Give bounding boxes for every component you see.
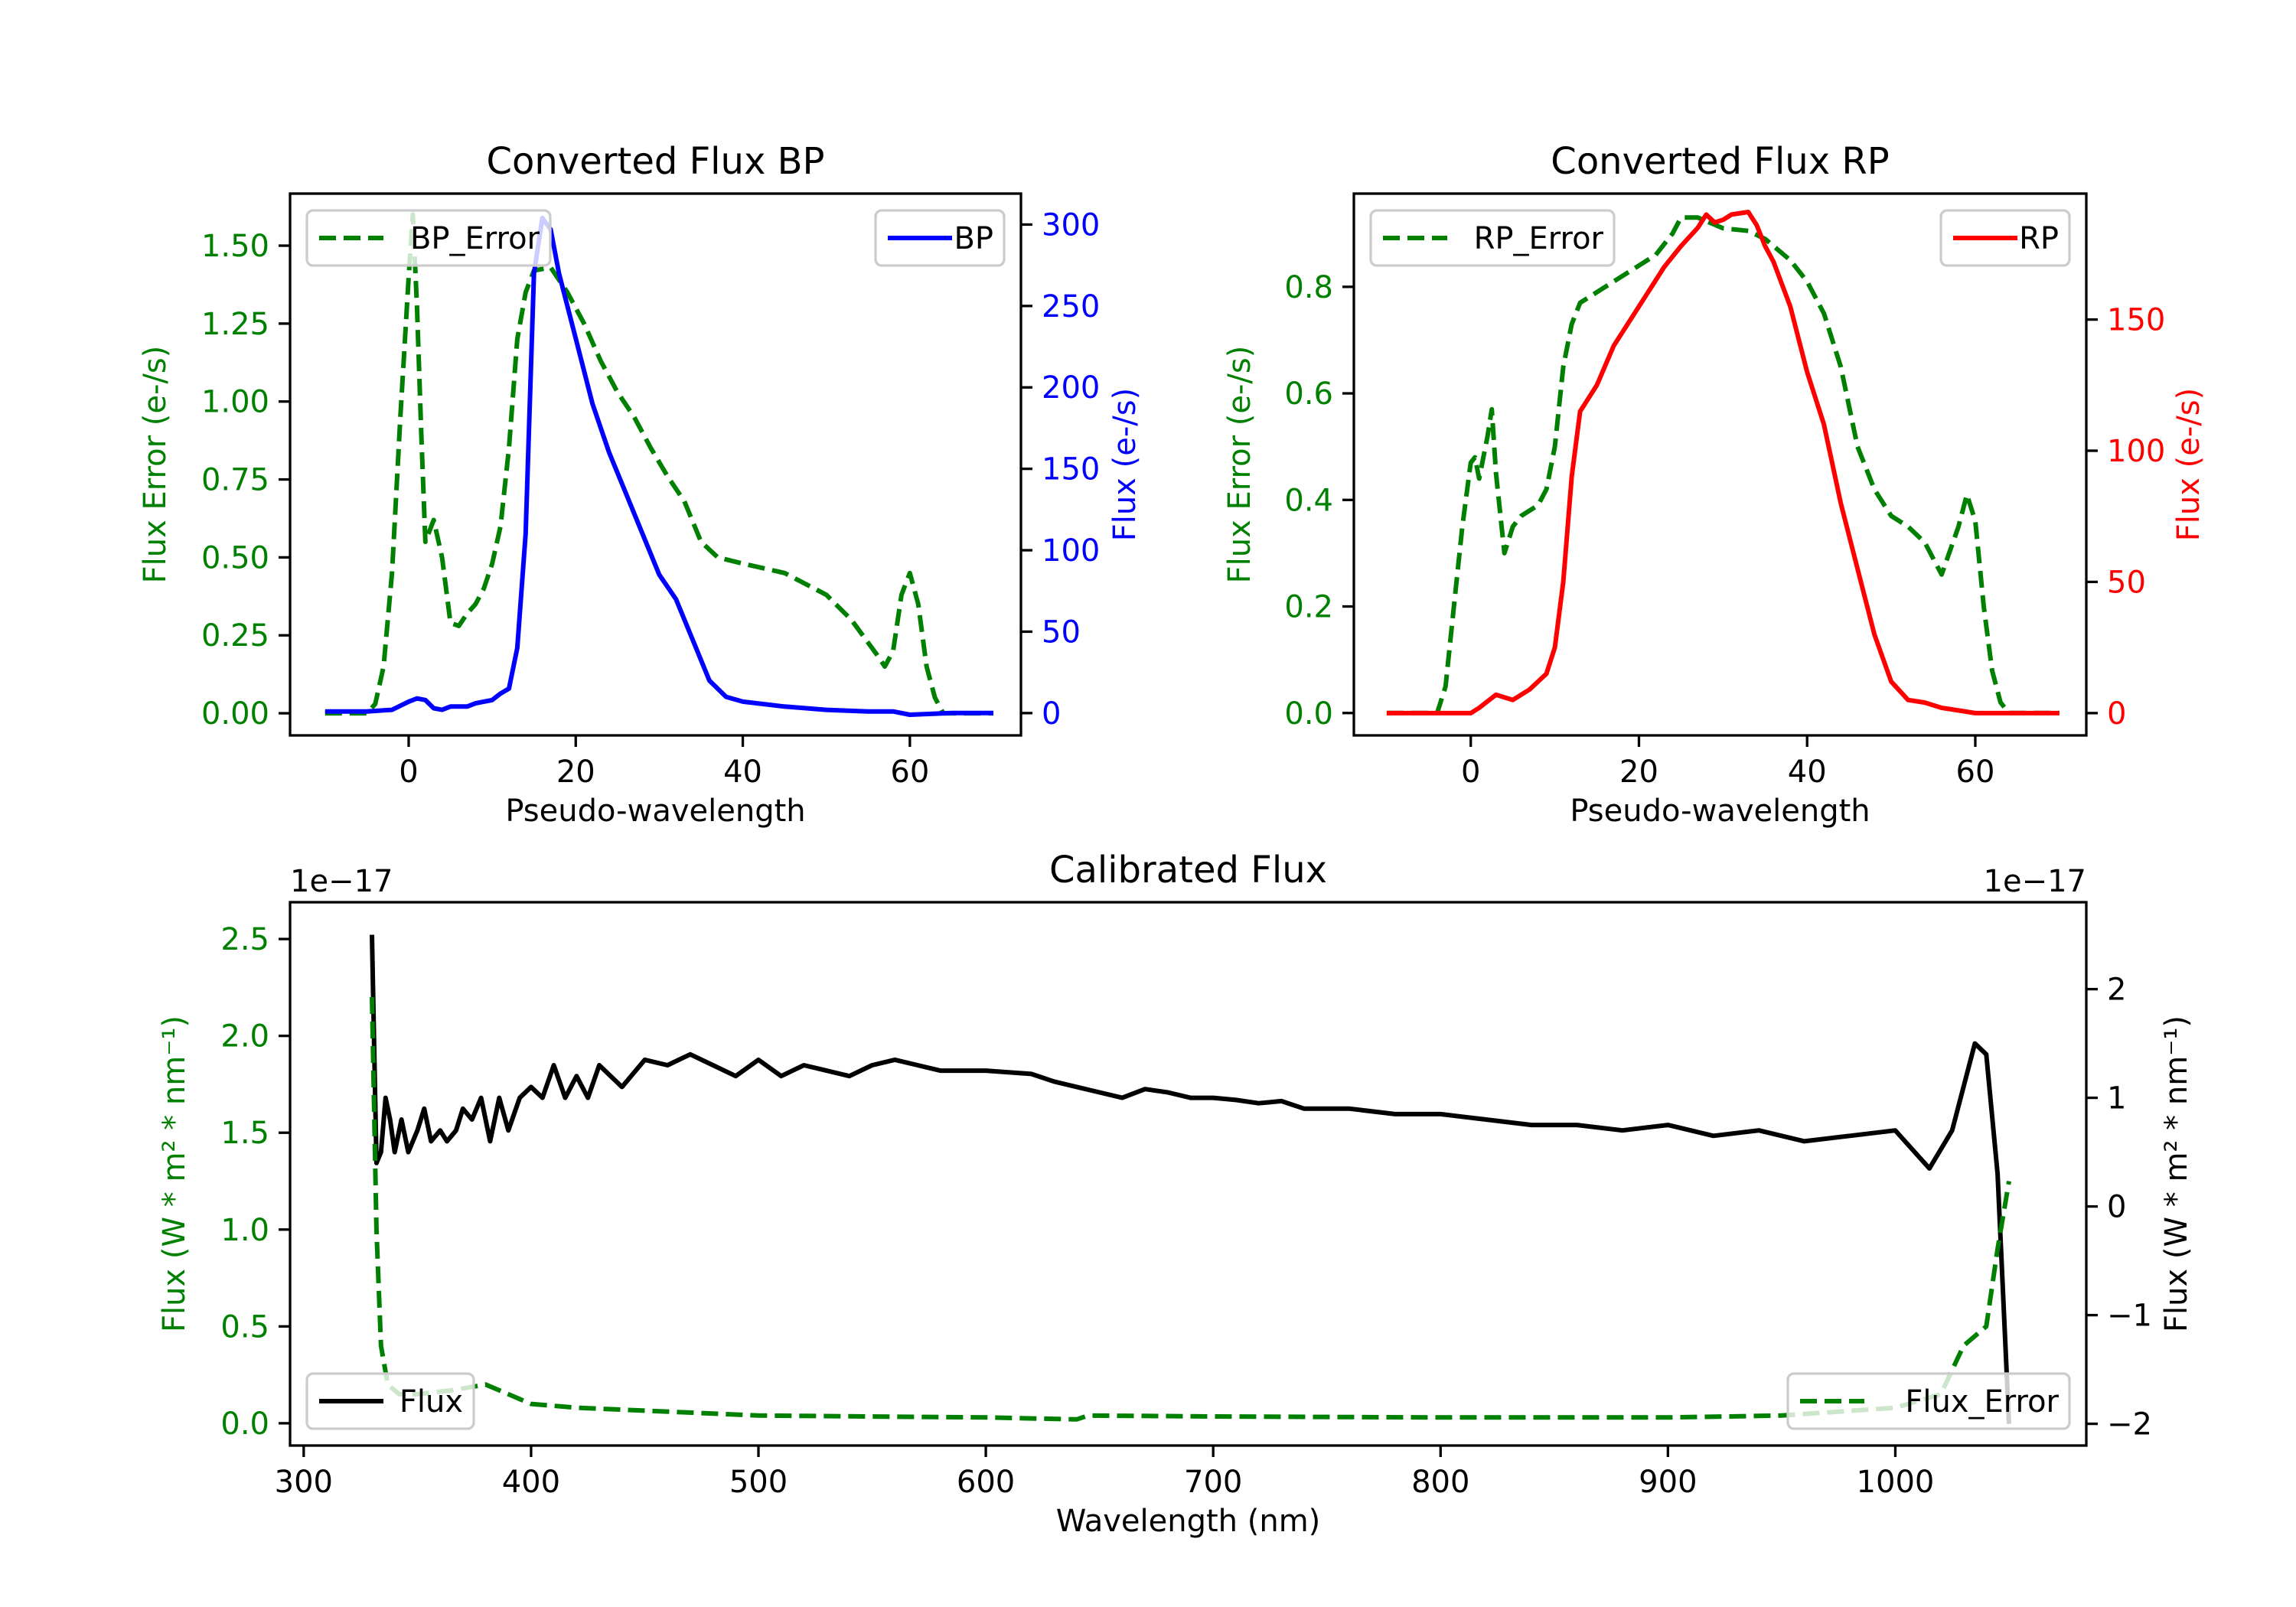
right-y-tick-label: 1 [2107, 1081, 2126, 1116]
legend-frame [1786, 1372, 2071, 1430]
legend-label: Flux_Error [1905, 1384, 2059, 1420]
x-tick-label: 0 [399, 755, 418, 790]
x-tick-label: 60 [890, 755, 929, 790]
left-y-tick-label: 0.8 [1284, 270, 1333, 305]
chart-title: Converted Flux BP [487, 140, 825, 183]
right-y-tick-label: 300 [1042, 207, 1100, 243]
right-y-tick-label: 100 [2107, 434, 2165, 469]
right-y-tick-label: 100 [1042, 533, 1100, 569]
right-y-tick-label: −1 [2107, 1299, 2152, 1334]
x-tick-label: 600 [957, 1465, 1015, 1500]
left-y-tick-label: 0.4 [1284, 483, 1333, 518]
left-y-tick-label: 0.5 [220, 1309, 269, 1345]
left-y-tick-label: 1.00 [201, 385, 269, 420]
x-tick-label: 500 [729, 1465, 788, 1500]
chart-title: Calibrated Flux [1049, 849, 1327, 892]
left-y-tick-label: 0.75 [201, 463, 269, 498]
left-y-tick-label: 0.6 [1284, 376, 1333, 412]
x-tick-label: 300 [275, 1465, 333, 1500]
legend-frame [305, 209, 552, 267]
right-y-tick-label: 0 [1042, 696, 1061, 732]
right-y-tick-label: 0 [2107, 696, 2126, 732]
x-tick-label: 700 [1184, 1465, 1242, 1500]
axes-frame [1352, 192, 2088, 737]
x-tick-label: 900 [1639, 1465, 1697, 1500]
x-tick-label: 60 [1956, 755, 1995, 790]
x-axis-label: Wavelength (nm) [1056, 1504, 1321, 1539]
left-y-tick-label: 0.2 [1284, 590, 1333, 625]
left-y-tick-label: 1.25 [201, 307, 269, 342]
legend-bp_error: BP_Error [305, 209, 552, 267]
right-y-axis-label: Flux (W * m² * nm⁻¹) [2159, 1015, 2194, 1332]
left-y-tick-label: 0.50 [201, 540, 269, 575]
series-line-bp_error [325, 212, 993, 716]
right-y-tick-label: 50 [1042, 614, 1081, 650]
right-y-tick-label: 50 [2107, 565, 2146, 600]
chart-1: 0 20 40 60 Pseudo-wavelength Converted Flux B… [138, 140, 1143, 829]
right-y-tick-label: 250 [1042, 289, 1100, 324]
x-tick-label: 0 [1461, 755, 1480, 790]
x-tick-label: 1000 [1857, 1465, 1935, 1500]
right-y-tick-label: 150 [1042, 452, 1100, 487]
right-y-tick-label: 150 [2107, 303, 2165, 338]
right-y-axis-label: Flux (e-/s) [2171, 388, 2206, 541]
legend-label: RP [2019, 221, 2059, 256]
x-tick-label: 800 [1411, 1465, 1469, 1500]
chart-2: 0 20 40 60 Pseudo-wavelength Converted Flux R… [1222, 140, 2206, 829]
legend-label: BP [954, 221, 993, 256]
left-y-tick-label: 1.50 [201, 229, 269, 264]
x-axis-label: Pseudo-wavelength [1570, 794, 1870, 829]
x-tick-label: 40 [723, 755, 762, 790]
right-y-axis-label: Flux (e-/s) [1107, 388, 1143, 541]
series-line-flux [370, 934, 2011, 1424]
left-y-tick-label: 0.00 [201, 696, 269, 732]
right-y-tick-label: −2 [2107, 1407, 2152, 1442]
x-tick-label: 20 [556, 755, 595, 790]
x-tick-label: 400 [502, 1465, 560, 1500]
chart-title: Converted Flux RP [1551, 140, 1889, 183]
right-y-tick-label: 2 [2107, 973, 2126, 1008]
series-line-bp [325, 215, 993, 717]
legend-bp: BP [874, 209, 1006, 267]
right-offset-text: 1e−17 [1984, 864, 2086, 899]
x-tick-label: 40 [1788, 755, 1827, 790]
chart-3: 300 400 500 600 700 800 900 1000 Wavelength (nm)… [157, 849, 2194, 1539]
left-y-axis-label: Flux Error (e-/s) [138, 346, 173, 584]
left-y-axis-label: Flux Error (e-/s) [1222, 346, 1257, 584]
legend-flux_error: Flux_Error [1786, 1372, 2071, 1430]
legend-frame [1369, 209, 1616, 267]
series-line-flux_error [370, 996, 2011, 1422]
right-y-tick-label: 200 [1042, 370, 1100, 406]
axes-frame [289, 192, 1022, 737]
left-y-tick-label: 1.0 [220, 1213, 269, 1248]
left-y-axis-label: Flux (W * m² * nm⁻¹) [157, 1015, 192, 1332]
left-y-tick-label: 2.5 [220, 922, 269, 957]
x-tick-label: 20 [1619, 755, 1658, 790]
legend-label: BP_Error [410, 221, 540, 256]
legend-frame [305, 1372, 475, 1430]
left-y-tick-label: 2.0 [220, 1019, 269, 1054]
left-y-tick-label: 1.5 [220, 1116, 269, 1151]
axes-frame [289, 901, 2088, 1447]
left-y-tick-label: 0.0 [220, 1407, 269, 1442]
legend-label: RP_Error [1474, 221, 1604, 256]
left-y-tick-label: 0.25 [201, 618, 269, 654]
left-y-tick-label: 0.0 [1284, 696, 1333, 732]
right-y-tick-label: 0 [2107, 1190, 2126, 1225]
legend-rp_error: RP_Error [1369, 209, 1616, 267]
legend-flux: Flux [305, 1372, 475, 1430]
legend-rp: RP [1939, 209, 2071, 267]
legend-label: Flux [400, 1384, 463, 1420]
series-line-rp_error [1386, 215, 2060, 715]
series-line-rp [1386, 210, 2060, 715]
x-axis-label: Pseudo-wavelength [505, 794, 805, 829]
left-offset-text: 1e−17 [290, 864, 393, 899]
